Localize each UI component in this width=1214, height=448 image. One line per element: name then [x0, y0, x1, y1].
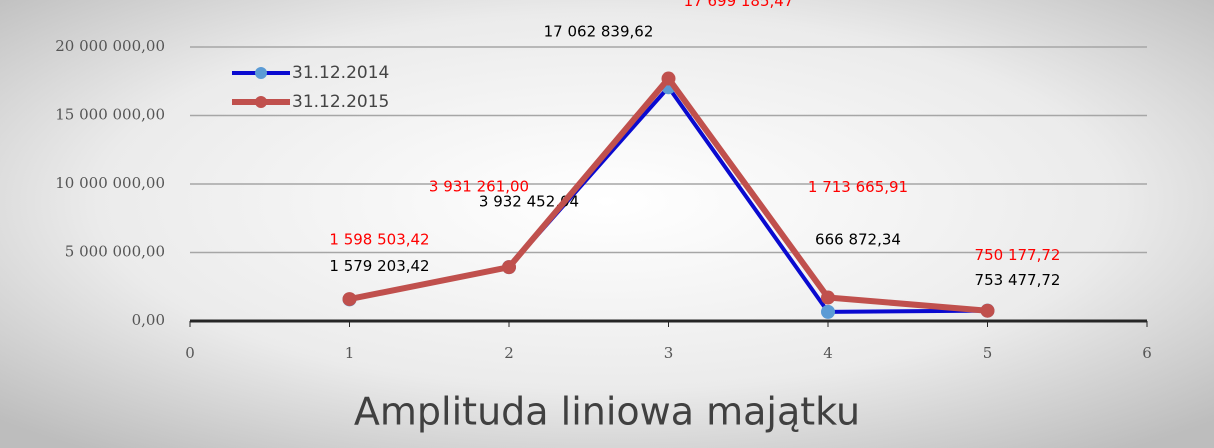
y-tick-label: 20 000 000,00	[55, 37, 165, 55]
point	[502, 260, 516, 275]
x-tick-label: 2	[504, 344, 514, 362]
point	[661, 71, 676, 86]
value-label: 3 931 261,00	[429, 178, 529, 196]
point	[342, 292, 357, 307]
value-label: 17 699 185,47	[684, 0, 794, 10]
x-tick-label: 4	[823, 344, 833, 362]
value-label: 1 713 665,91	[808, 178, 908, 196]
value-label: 3 932 452,04	[479, 193, 579, 211]
legend-marker	[255, 96, 267, 108]
y-tick-label: 10 000 000,00	[55, 174, 165, 192]
value-label: 1 579 203,42	[329, 257, 429, 275]
legend-label: 31.12.2014	[292, 63, 389, 83]
x-tick-label: 6	[1142, 344, 1152, 362]
y-tick-label: 5 000 000,00	[65, 243, 165, 261]
y-tick-label: 15 000 000,00	[55, 106, 165, 124]
x-tick-label: 3	[664, 344, 674, 362]
value-label: 750 177,72	[975, 246, 1061, 264]
chart-title: Amplituda liniowa majątku	[354, 390, 860, 434]
point	[821, 304, 835, 319]
point	[821, 290, 835, 305]
legend-label: 31.12.2015	[292, 92, 389, 112]
x-tick-label: 1	[345, 344, 355, 362]
y-tick-label: 0,00	[132, 311, 165, 329]
legend-marker	[255, 67, 267, 79]
point	[980, 303, 995, 318]
value-label: 17 062 839,62	[544, 23, 654, 41]
value-label: 666 872,34	[815, 230, 901, 248]
x-tick-label: 0	[185, 344, 195, 362]
x-tick-label: 5	[983, 344, 993, 362]
value-label: 1 598 503,42	[329, 231, 429, 249]
value-label: 753 477,72	[975, 271, 1061, 289]
